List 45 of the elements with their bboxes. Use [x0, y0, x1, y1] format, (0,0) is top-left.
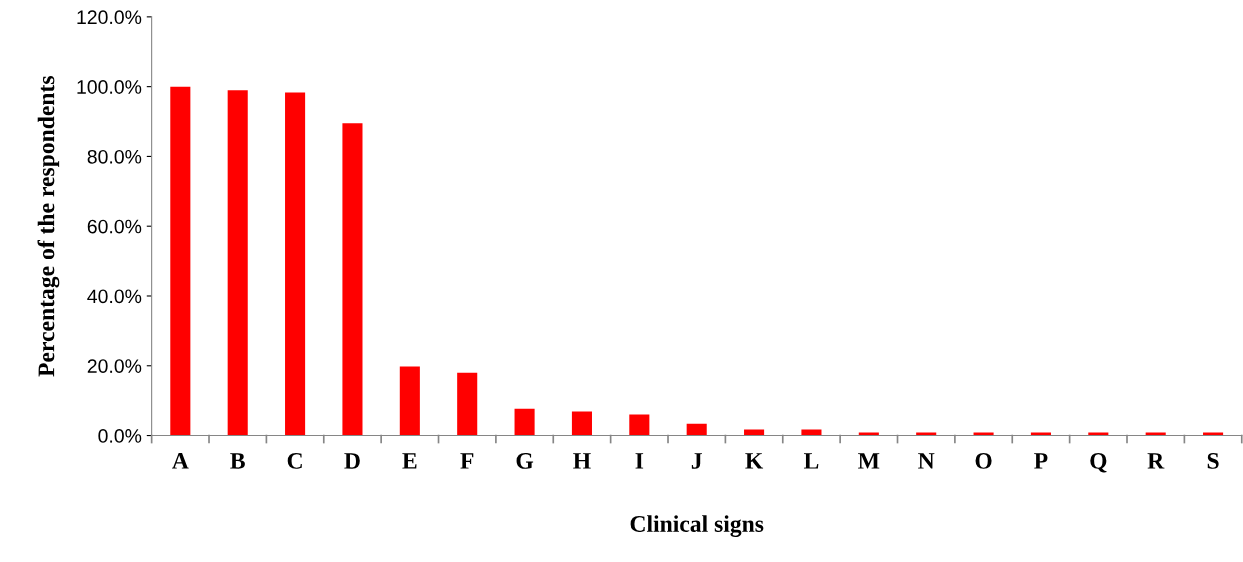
- x-tick-label: Q: [1090, 452, 1107, 473]
- x-tick-label: A: [172, 453, 189, 469]
- y-tick-label: 120.0%: [77, 10, 142, 25]
- y-axis-title: Percentage of the respondents: [37, 76, 60, 377]
- x-tick-label: K: [745, 453, 764, 469]
- x-tick-label: N: [918, 453, 935, 469]
- x-tick-label: O: [975, 452, 992, 469]
- y-tick-label: 100.0%: [77, 80, 142, 94]
- x-tick-label: J: [691, 453, 702, 469]
- bar: [1088, 432, 1109, 436]
- bar: [170, 86, 191, 436]
- x-tick-label: S: [1207, 452, 1219, 469]
- y-tick-label: 0.0%: [98, 429, 142, 443]
- bar: [858, 432, 879, 436]
- x-tick-label: F: [460, 453, 474, 469]
- x-tick-label: M: [858, 453, 880, 469]
- x-tick-label: I: [635, 453, 644, 469]
- bar: [514, 408, 535, 436]
- y-tick-label: 40.0%: [87, 289, 142, 304]
- x-tick-label: D: [344, 453, 360, 469]
- bar: [686, 423, 707, 436]
- bar: [571, 411, 592, 436]
- x-axis-title: Clinical signs: [630, 515, 764, 537]
- bar: [285, 92, 306, 436]
- x-tick-label: E: [402, 453, 417, 469]
- x-tick-label: L: [803, 453, 819, 469]
- y-tick-label: 60.0%: [87, 219, 142, 234]
- bar: [342, 123, 363, 436]
- x-tick-label: C: [287, 452, 302, 469]
- bar: [227, 90, 248, 436]
- bar: [973, 432, 994, 436]
- bar: [629, 414, 650, 436]
- bar: [1145, 432, 1166, 436]
- bar: [399, 366, 420, 436]
- x-tick-label: P: [1034, 453, 1048, 469]
- y-tick-label: 20.0%: [87, 359, 142, 374]
- x-tick-label: R: [1147, 453, 1165, 469]
- bar: [916, 432, 937, 436]
- x-tick-label: B: [230, 453, 245, 469]
- bar: [1030, 432, 1051, 436]
- x-tick-label: G: [516, 452, 534, 469]
- bar: [457, 372, 478, 436]
- y-tick-label: 80.0%: [87, 149, 142, 164]
- bar: [1203, 432, 1224, 436]
- x-tick-label: H: [573, 453, 591, 469]
